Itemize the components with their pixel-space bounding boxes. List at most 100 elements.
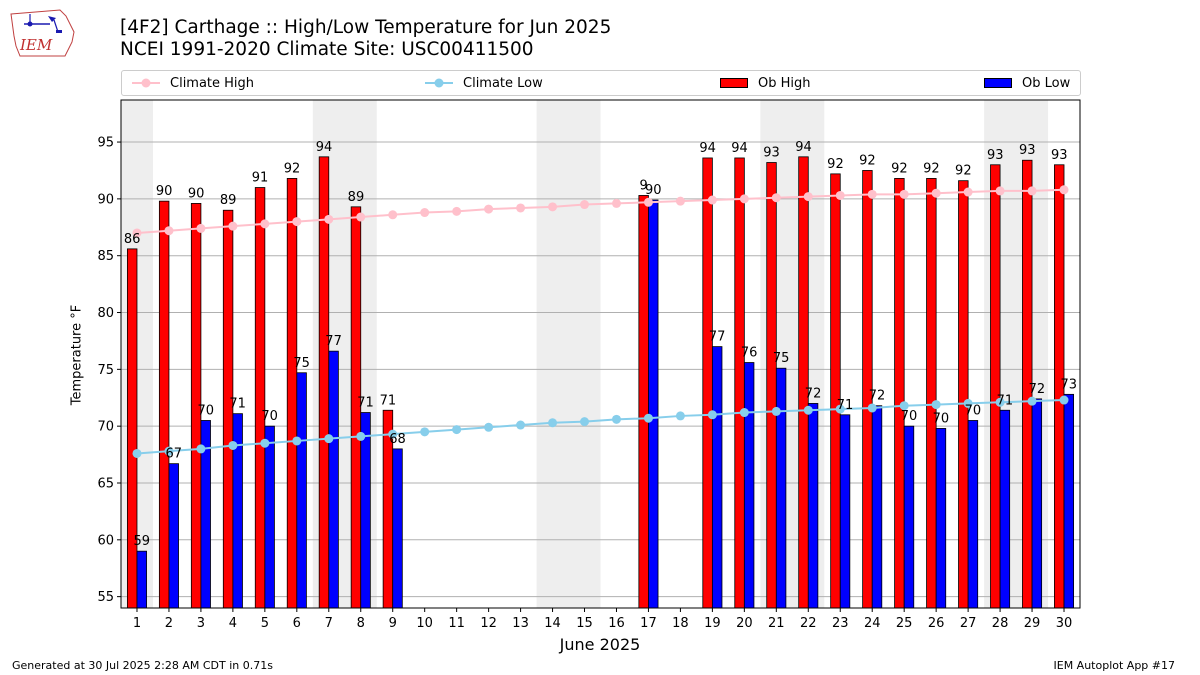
x-tick-label-13: 13: [512, 616, 529, 631]
x-tick-label-2: 2: [165, 616, 173, 631]
x-tick-label-29: 29: [1024, 616, 1041, 631]
climate-low-point-day-13: [516, 420, 526, 430]
ob-high-label-day-6: 92: [284, 161, 301, 176]
ob-low-label-day-26: 70: [933, 411, 950, 426]
x-tick-label-5: 5: [261, 616, 269, 631]
climate-high-point-day-29: [1027, 186, 1037, 196]
climate-low-point-day-17: [643, 413, 653, 423]
ob-high-label-day-30: 93: [1051, 148, 1068, 163]
ob-high-label-day-21: 93: [763, 146, 780, 161]
x-tick-label-17: 17: [640, 616, 657, 631]
ob-high-label-day-23: 92: [827, 157, 844, 172]
ob-low-label-day-6: 75: [293, 356, 310, 371]
climate-high-point-day-10: [420, 208, 430, 218]
ob-low-bar-day-5: [264, 425, 275, 609]
ob-high-bar-day-5: [254, 187, 266, 609]
climate-low-point-day-22: [803, 405, 813, 415]
ob-high-label-day-22: 94: [795, 140, 812, 155]
x-tick-label-19: 19: [704, 616, 721, 631]
climate-high-point-day-11: [452, 206, 462, 216]
climate-high-point-day-20: [739, 194, 749, 204]
ob-low-label-day-23: 71: [837, 398, 854, 413]
x-tick-label-21: 21: [768, 616, 785, 631]
climate-low-point-day-16: [611, 414, 621, 424]
climate-low-point-day-14: [548, 418, 558, 428]
ob-high-label-day-24: 92: [859, 153, 876, 168]
climate-high-point-day-19: [707, 195, 717, 205]
ob-low-label-day-1: 59: [134, 534, 151, 549]
ob-low-label-day-22: 72: [805, 386, 822, 401]
x-tick-label-20: 20: [736, 616, 753, 631]
ob-high-label-day-17: 9: [640, 178, 648, 193]
ob-low-bar-day-17: [648, 199, 659, 609]
climate-high-point-day-8: [356, 212, 366, 222]
climate-high-swatch: [132, 78, 160, 88]
ob-low-label-day-27: 70: [965, 403, 982, 418]
ob-low-label-day-30: 73: [1061, 377, 1078, 392]
climate-low-point-day-26: [931, 400, 941, 410]
x-tick-label-30: 30: [1056, 616, 1073, 631]
iem-logo: IEM: [8, 6, 78, 60]
climate-low-point-day-9: [388, 429, 398, 439]
x-tick-label-3: 3: [197, 616, 205, 631]
climate-high-point-day-5: [260, 219, 270, 229]
ob-high-label-day-1: 86: [124, 232, 141, 247]
ob-high-bar-day-21: [766, 162, 777, 609]
x-tick-label-9: 9: [389, 616, 397, 631]
ob-high-bar-day-28: [990, 164, 1001, 609]
ob-high-bar-day-27: [958, 180, 969, 609]
ob-high-label-day-4: 89: [220, 193, 237, 208]
climate-high-point-day-15: [580, 200, 590, 210]
x-axis-label: June 2025: [559, 635, 641, 654]
legend-item-ob-low: Ob Low: [984, 71, 1070, 95]
ob-low-bar-day-27: [967, 420, 979, 609]
ob-low-swatch: [984, 78, 1012, 88]
ob-high-label-day-29: 93: [1019, 143, 1036, 158]
x-tick-label-23: 23: [832, 616, 849, 631]
climate-high-point-day-23: [835, 190, 845, 200]
ob-low-bar-day-6: [296, 372, 307, 609]
climate-high-point-day-21: [771, 193, 781, 203]
climate-low-point-day-5: [260, 438, 270, 448]
legend-item-climate-low: Climate Low: [425, 71, 543, 95]
ob-high-label-day-26: 92: [923, 161, 940, 176]
chart-legend: Climate High Climate Low Ob High Ob Low: [121, 70, 1081, 96]
ob-high-bar-day-22: [798, 156, 809, 609]
autoplot-app-id: IEM Autoplot App #17: [1053, 659, 1176, 672]
ob-low-label-day-4: 71: [229, 397, 246, 412]
climate-low-point-day-7: [324, 434, 334, 444]
ob-high-bar-day-2: [158, 200, 170, 609]
ob-low-bar-day-24: [871, 405, 883, 609]
climate-lines: [132, 185, 1069, 458]
ob-low-label-day-3: 70: [197, 403, 214, 418]
x-tick-label-11: 11: [448, 616, 465, 631]
ob-low-bar-day-19: [711, 346, 723, 609]
legend-item-climate-high: Climate High: [132, 71, 254, 95]
climate-low-point-day-23: [835, 404, 845, 414]
ob-high-label-day-9: 71: [380, 393, 397, 408]
x-tick-label-4: 4: [229, 616, 237, 631]
legend-label-ob-low: Ob Low: [1022, 75, 1071, 91]
generated-timestamp: Generated at 30 Jul 2025 2:28 AM CDT in …: [12, 659, 273, 672]
ob-low-label-day-20: 76: [741, 346, 758, 361]
ob-low-label-day-2: 67: [165, 447, 182, 462]
climate-high-point-day-22: [803, 192, 813, 202]
x-tick-label-25: 25: [896, 616, 913, 631]
climate-high-point-day-25: [899, 189, 909, 199]
climate-high-line: [136, 188, 1065, 234]
y-tick-label-95: 95: [97, 136, 114, 151]
ob-high-bar-day-25: [894, 178, 905, 609]
ob-high-swatch: [720, 78, 748, 88]
ob-high-label-day-8: 89: [348, 190, 365, 205]
x-tick-label-28: 28: [992, 616, 1009, 631]
weekend-shade-3: [536, 100, 601, 608]
data-labels: 86 90 90 89 91 92 94 89 71 9 94 94 93 94 92 92 92 92 92 93 9…: [124, 140, 1077, 549]
ob-high-label-day-3: 90: [188, 186, 205, 201]
ob-low-bar-day-30: [1063, 393, 1075, 609]
x-tick-label-6: 6: [293, 616, 301, 631]
climate-high-point-day-2: [164, 226, 174, 236]
ob-low-label-day-7: 77: [325, 334, 342, 349]
climate-high-point-day-13: [516, 203, 526, 213]
x-tick-label-14: 14: [544, 616, 561, 631]
